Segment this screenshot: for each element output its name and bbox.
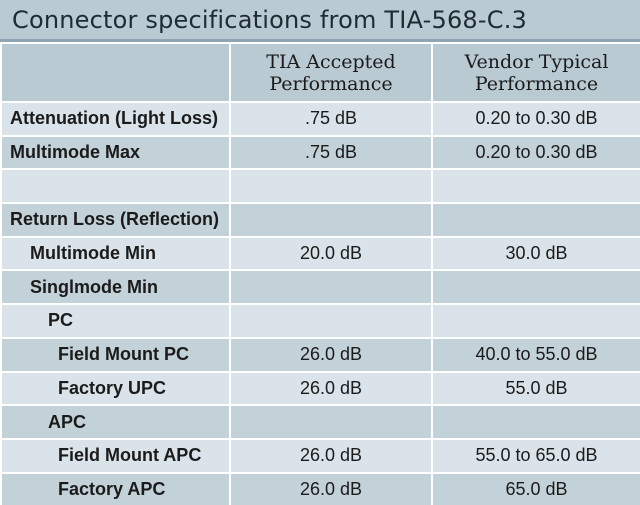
vendor-value bbox=[431, 303, 640, 339]
tia-value: 26.0 dB bbox=[229, 471, 433, 505]
header-vendor-line-2: Performance bbox=[474, 72, 599, 95]
spec-table-body: Attenuation (Light Loss) .75 dB 0.20 to 0.… bbox=[0, 101, 640, 505]
table-row bbox=[0, 168, 640, 205]
header-row: TIA Accepted Performance Vendor Typical … bbox=[0, 42, 640, 103]
vendor-value: 55.0 to 65.0 dB bbox=[431, 437, 640, 474]
tia-value bbox=[229, 202, 433, 238]
header-blank-cell bbox=[0, 42, 231, 103]
row-label: Multimode Max bbox=[0, 134, 231, 171]
vendor-value bbox=[431, 404, 640, 440]
row-label: Factory APC bbox=[0, 471, 231, 505]
row-label: Field Mount PC bbox=[0, 336, 231, 373]
tia-value: 26.0 dB bbox=[229, 336, 433, 373]
row-label bbox=[0, 168, 231, 205]
table-row: PC bbox=[0, 303, 640, 339]
tia-value: 26.0 dB bbox=[229, 437, 433, 474]
table-row: APC bbox=[0, 404, 640, 440]
vendor-value bbox=[431, 202, 640, 238]
tia-value bbox=[229, 168, 433, 205]
vendor-value: 30.0 dB bbox=[431, 235, 640, 272]
header-tia-line-1: TIA Accepted bbox=[266, 50, 396, 73]
row-label: Factory UPC bbox=[0, 370, 231, 407]
table-row: Attenuation (Light Loss) .75 dB 0.20 to 0.… bbox=[0, 101, 640, 137]
row-label: PC bbox=[0, 303, 231, 339]
row-label: Multimode Min bbox=[0, 235, 231, 272]
row-label: Return Loss (Reflection) bbox=[0, 202, 231, 238]
tia-value: 26.0 dB bbox=[229, 370, 433, 407]
row-label: APC bbox=[0, 404, 231, 440]
row-label: Field Mount APC bbox=[0, 437, 231, 474]
vendor-value bbox=[431, 269, 640, 306]
table-row: Field Mount APC 26.0 dB 55.0 to 65.0 dB bbox=[0, 437, 640, 474]
table-row: Singlmode Min bbox=[0, 269, 640, 306]
vendor-value: 40.0 to 55.0 dB bbox=[431, 336, 640, 373]
page-title: Connector specifications from TIA-568-C.… bbox=[12, 6, 528, 34]
title-bar: Connector specifications from TIA-568-C.… bbox=[0, 0, 640, 42]
vendor-value: 65.0 dB bbox=[431, 471, 640, 505]
tia-value bbox=[229, 269, 433, 306]
row-label: Singlmode Min bbox=[0, 269, 231, 306]
table-row: Multimode Min 20.0 dB 30.0 dB bbox=[0, 235, 640, 272]
header-vendor-line-1: Vendor Typical bbox=[464, 50, 609, 73]
spec-table: TIA Accepted Performance Vendor Typical … bbox=[0, 42, 640, 505]
table-row: Factory UPC 26.0 dB 55.0 dB bbox=[0, 370, 640, 407]
header-tia: TIA Accepted Performance bbox=[229, 42, 433, 103]
vendor-value: 0.20 to 0.30 dB bbox=[431, 101, 640, 137]
table-row: Multimode Max .75 dB 0.20 to 0.30 dB bbox=[0, 134, 640, 171]
table-row: Return Loss (Reflection) bbox=[0, 202, 640, 238]
tia-value bbox=[229, 303, 433, 339]
row-label: Attenuation (Light Loss) bbox=[0, 101, 231, 137]
tia-value: 20.0 dB bbox=[229, 235, 433, 272]
header-tia-line-2: Performance bbox=[269, 72, 393, 95]
tia-value: .75 dB bbox=[229, 134, 433, 171]
vendor-value: 0.20 to 0.30 dB bbox=[431, 134, 640, 171]
table-row: Factory APC 26.0 dB 65.0 dB bbox=[0, 471, 640, 505]
tia-value bbox=[229, 404, 433, 440]
header-vendor: Vendor Typical Performance bbox=[431, 42, 640, 103]
tia-value: .75 dB bbox=[229, 101, 433, 137]
table-row: Field Mount PC 26.0 dB 40.0 to 55.0 dB bbox=[0, 336, 640, 373]
vendor-value bbox=[431, 168, 640, 205]
vendor-value: 55.0 dB bbox=[431, 370, 640, 407]
